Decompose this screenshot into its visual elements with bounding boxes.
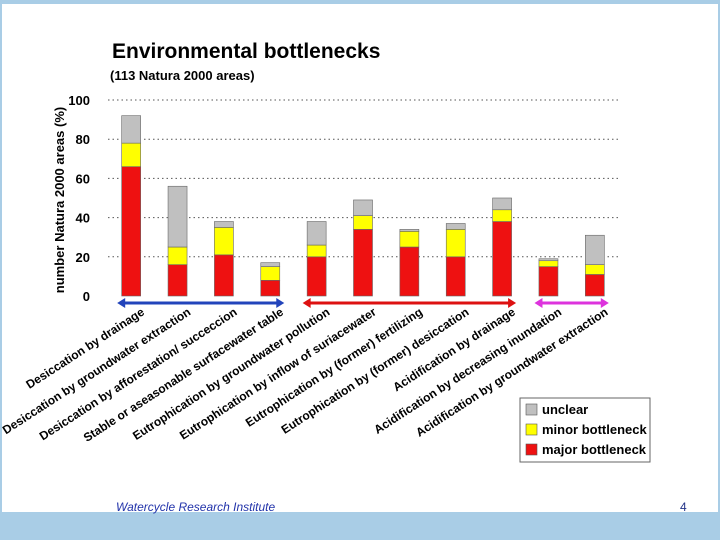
bar-minor-bottleneck bbox=[260, 266, 281, 281]
bar-unclear bbox=[306, 221, 327, 246]
legend-label: unclear bbox=[542, 402, 588, 417]
y-axis-label: number Natura 2000 areas (%) bbox=[52, 107, 67, 293]
group-arrowhead-left-eutrophication bbox=[302, 298, 311, 308]
legend-swatch bbox=[525, 423, 538, 436]
group-arrowhead-right-desiccation bbox=[276, 298, 285, 308]
bar-major-bottleneck bbox=[306, 256, 327, 297]
bar-minor-bottleneck bbox=[214, 227, 234, 256]
bar-minor-bottleneck bbox=[353, 215, 373, 230]
bar-minor-bottleneck bbox=[306, 244, 327, 258]
bar-major-bottleneck bbox=[167, 264, 188, 297]
y-tick-label: 20 bbox=[76, 250, 90, 265]
group-arrowhead-right-eutrophication bbox=[508, 298, 517, 308]
bar-major-bottleneck bbox=[353, 229, 373, 297]
bar-major-bottleneck bbox=[121, 166, 141, 297]
footer-organization: Watercycle Research Institute bbox=[116, 500, 276, 514]
y-tick-label: 60 bbox=[76, 171, 90, 186]
legend-swatch bbox=[525, 403, 538, 416]
bar-major-bottleneck bbox=[214, 254, 234, 297]
bar-major-bottleneck bbox=[492, 221, 512, 297]
bar-major-bottleneck bbox=[538, 266, 559, 297]
page-number: 4 bbox=[680, 500, 687, 514]
chart-title: Environmental bottlenecks bbox=[112, 40, 380, 63]
y-tick-label: 40 bbox=[76, 211, 90, 226]
y-tick-label: 0 bbox=[83, 289, 90, 304]
bar-minor-bottleneck bbox=[585, 264, 605, 275]
legend-swatch bbox=[525, 443, 538, 456]
bar-major-bottleneck bbox=[445, 256, 466, 297]
bar-unclear bbox=[121, 115, 141, 144]
bar-minor-bottleneck bbox=[538, 260, 559, 267]
y-tick-label: 100 bbox=[68, 93, 90, 108]
bar-minor-bottleneck bbox=[121, 142, 141, 167]
bar-unclear bbox=[214, 221, 234, 228]
bar-minor-bottleneck bbox=[445, 229, 466, 258]
legend-label: major bottleneck bbox=[542, 442, 647, 457]
bar-minor-bottleneck bbox=[492, 209, 512, 222]
bar-unclear bbox=[353, 199, 373, 216]
bar-unclear bbox=[399, 229, 420, 232]
bar-major-bottleneck bbox=[260, 280, 281, 297]
bar-unclear bbox=[538, 258, 559, 262]
legend-label: minor bottleneck bbox=[542, 422, 648, 437]
legend-box bbox=[519, 397, 651, 463]
bar-unclear bbox=[445, 223, 466, 230]
bar-unclear bbox=[167, 185, 188, 248]
group-arrowhead-left-acidification bbox=[534, 298, 543, 308]
bar-major-bottleneck bbox=[399, 246, 420, 297]
group-arrowhead-left-desiccation bbox=[117, 298, 126, 308]
bar-minor-bottleneck bbox=[167, 246, 188, 265]
bar-unclear bbox=[492, 197, 512, 211]
group-arrowhead-right-acidification bbox=[600, 298, 609, 308]
bar-unclear bbox=[585, 234, 605, 265]
chart-subtitle: (113 Natura 2000 areas) bbox=[110, 68, 255, 83]
bar-major-bottleneck bbox=[585, 274, 605, 297]
bar-minor-bottleneck bbox=[399, 231, 420, 248]
y-tick-label: 80 bbox=[76, 132, 90, 147]
bar-unclear bbox=[260, 262, 281, 267]
